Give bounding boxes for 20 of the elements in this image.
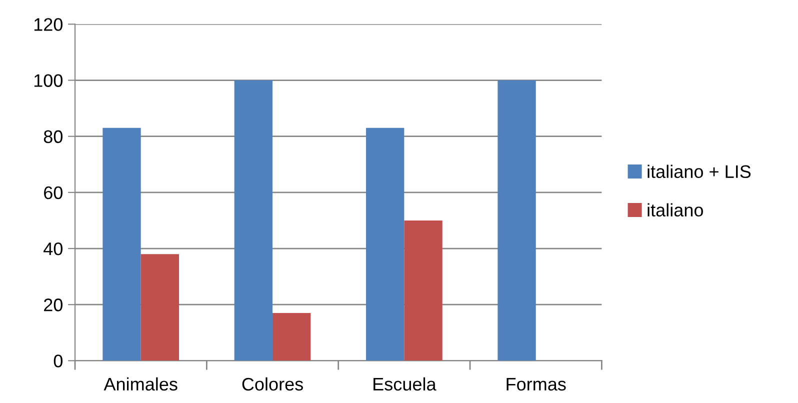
y-tick-label: 40: [44, 242, 62, 256]
y-tick-label: 100: [34, 74, 63, 87]
y-tick-label: 20: [44, 298, 62, 312]
bar: [140, 254, 180, 361]
bar: [498, 80, 536, 361]
x-tick-label: Colores: [242, 377, 303, 391]
y-tick-label: 60: [44, 186, 62, 200]
bar: [234, 80, 273, 361]
bar: [404, 220, 442, 361]
legend-label: italiano: [648, 203, 703, 217]
y-tick-label: 80: [44, 130, 62, 144]
x-tick-label: Animales: [104, 377, 178, 391]
x-tick-label: Escuela: [374, 377, 436, 391]
y-tick-label: 0: [54, 354, 62, 368]
x-tick-label: Formas: [506, 378, 566, 391]
bar: [102, 128, 141, 361]
bar: [366, 128, 404, 361]
bar: [272, 313, 311, 361]
legend-label: italiano + LIS: [648, 164, 751, 178]
y-tick-label: 120: [34, 18, 63, 31]
